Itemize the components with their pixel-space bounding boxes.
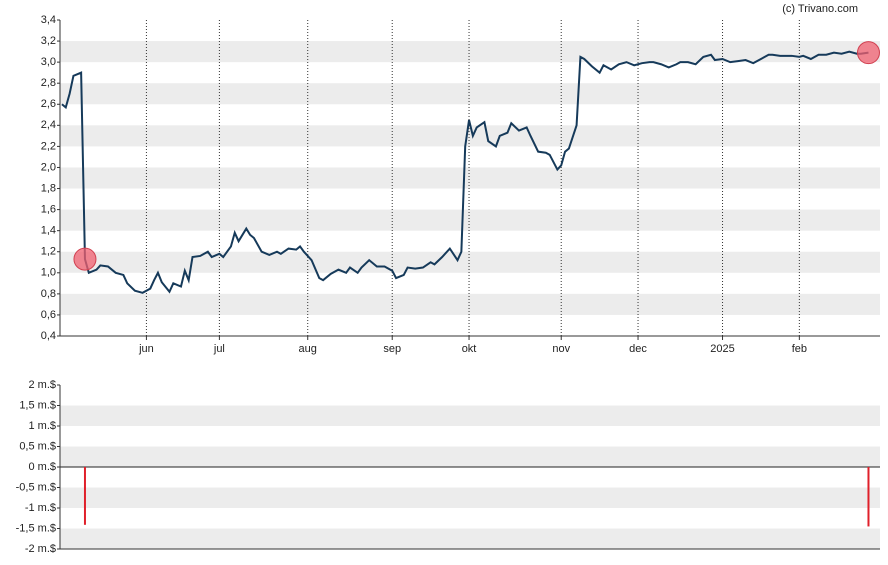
- band: [60, 405, 880, 426]
- band: [60, 251, 880, 273]
- y-tick-label: 1 m.$: [28, 420, 56, 432]
- x-tick-label: feb: [792, 343, 807, 355]
- y-tick-label: 0,8: [41, 288, 56, 300]
- y-tick-label: -1,5 m.$: [16, 522, 56, 534]
- x-tick-label: aug: [299, 343, 317, 355]
- band: [60, 167, 880, 189]
- y-tick-label: 2,4: [41, 119, 56, 131]
- band: [60, 83, 880, 105]
- y-tick-label: 3,2: [41, 35, 56, 47]
- band: [60, 446, 880, 467]
- x-tick-label: sep: [383, 343, 401, 355]
- marker: [73, 247, 97, 271]
- x-tick-label: 2025: [710, 343, 734, 355]
- y-tick-label: 1,2: [41, 246, 56, 258]
- band: [60, 528, 880, 549]
- x-tick-label: dec: [629, 343, 647, 355]
- y-tick-label: 3,4: [41, 14, 56, 26]
- marker: [856, 41, 880, 65]
- y-tick-label: 0,4: [41, 330, 56, 342]
- y-tick-label: -2 m.$: [25, 543, 56, 555]
- y-tick-label: 2 m.$: [28, 379, 56, 391]
- x-tick-label: nov: [552, 343, 570, 355]
- y-tick-label: 1,6: [41, 204, 56, 216]
- x-tick-label: okt: [462, 343, 477, 355]
- y-tick-label: -0,5 m.$: [16, 481, 56, 493]
- y-tick-label: 2,8: [41, 77, 56, 89]
- y-tick-label: 1,8: [41, 182, 56, 194]
- price-line: [61, 50, 869, 294]
- y-tick-label: 1,0: [41, 267, 56, 279]
- band: [60, 41, 880, 63]
- y-tick-label: 1,5 m.$: [19, 399, 56, 411]
- band: [60, 209, 880, 231]
- x-tick-label: jul: [213, 343, 225, 355]
- band: [60, 125, 880, 147]
- band: [60, 293, 880, 315]
- y-tick-label: 0 m.$: [28, 461, 56, 473]
- y-tick-label: 2,6: [41, 98, 56, 110]
- credit: (c) Trivano.com: [782, 3, 858, 15]
- y-tick-label: 1,4: [41, 225, 56, 237]
- y-tick-label: 0,5 m.$: [19, 440, 56, 452]
- y-tick-label: -1 m.$: [25, 502, 56, 514]
- y-tick-label: 0,6: [41, 309, 56, 321]
- band: [60, 487, 880, 508]
- y-tick-label: 2,2: [41, 140, 56, 152]
- x-tick-label: jun: [138, 343, 154, 355]
- y-tick-label: 2,0: [41, 161, 56, 173]
- y-tick-label: 3,0: [41, 56, 56, 68]
